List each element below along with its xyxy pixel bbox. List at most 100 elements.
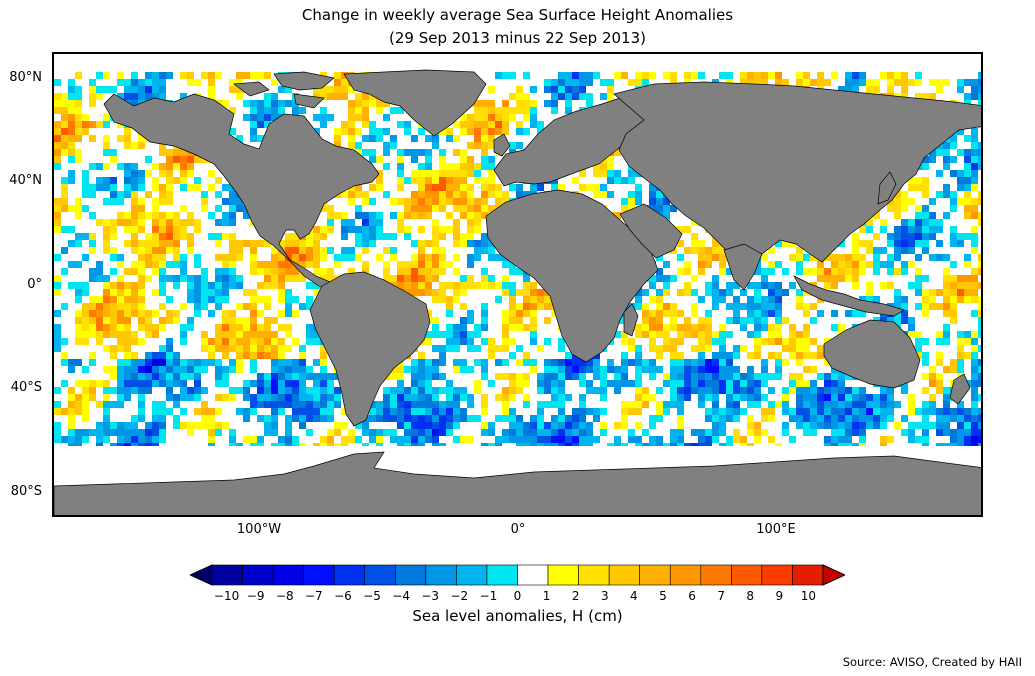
anomaly-cell	[740, 345, 747, 352]
anomaly-cell	[649, 359, 656, 366]
anomaly-cell	[138, 338, 145, 345]
anomaly-cell	[628, 359, 635, 366]
british-isles	[493, 133, 511, 157]
anomaly-cell	[299, 275, 306, 282]
anomaly-cell	[117, 429, 124, 436]
anomaly-cell	[89, 331, 96, 338]
anomaly-cell	[229, 331, 236, 338]
anomaly-cell	[495, 107, 502, 114]
anomaly-cell	[425, 261, 432, 268]
anomaly-cell	[390, 135, 397, 142]
anomaly-cell	[978, 261, 981, 268]
anomaly-cell	[964, 177, 971, 184]
colorbar-segment	[700, 564, 732, 586]
anomaly-cell	[607, 156, 614, 163]
anomaly-cell	[544, 79, 551, 86]
anomaly-cell	[439, 401, 446, 408]
anomaly-cell	[488, 128, 495, 135]
anomaly-cell	[208, 282, 215, 289]
anomaly-cell	[131, 170, 138, 177]
anomaly-cell	[418, 408, 425, 415]
anomaly-cell	[425, 170, 432, 177]
anomaly-cell	[957, 170, 964, 177]
anomaly-cell	[810, 422, 817, 429]
anomaly-cell	[838, 275, 845, 282]
anomaly-cell	[572, 366, 579, 373]
anomaly-cell	[54, 135, 61, 142]
anomaly-cell	[131, 240, 138, 247]
anomaly-cell	[740, 79, 747, 86]
anomaly-cell	[712, 380, 719, 387]
anomaly-cell	[481, 401, 488, 408]
anomaly-cell	[362, 135, 369, 142]
anomaly-cell	[229, 338, 236, 345]
anomaly-cell	[698, 387, 705, 394]
anomaly-cell	[460, 177, 467, 184]
anomaly-cell	[61, 114, 68, 121]
anomaly-cell	[775, 317, 782, 324]
anomaly-cell	[544, 366, 551, 373]
anomaly-cell	[929, 289, 936, 296]
anomaly-cell	[285, 394, 292, 401]
anomaly-cell	[565, 422, 572, 429]
anomaly-cell	[971, 310, 978, 317]
anomaly-cell	[271, 247, 278, 254]
anomaly-cell	[432, 422, 439, 429]
anomaly-cell	[670, 436, 677, 443]
anomaly-cell	[670, 429, 677, 436]
anomaly-cell	[964, 289, 971, 296]
anomaly-cell	[453, 163, 460, 170]
anomaly-cell	[649, 436, 656, 443]
anomaly-cell	[54, 310, 61, 317]
anomaly-cell	[628, 436, 635, 443]
anomaly-cell	[418, 184, 425, 191]
colorbar-segment	[242, 564, 274, 586]
anomaly-cell	[565, 79, 572, 86]
anomaly-cell	[138, 380, 145, 387]
anomaly-cell	[467, 205, 474, 212]
anomaly-cell	[719, 289, 726, 296]
anomaly-cell	[397, 373, 404, 380]
anomaly-cell	[404, 366, 411, 373]
anomaly-cell	[313, 261, 320, 268]
anomaly-cell	[733, 310, 740, 317]
anomaly-cell	[159, 352, 166, 359]
south-america	[309, 271, 431, 427]
anomaly-cell	[425, 177, 432, 184]
anomaly-cell	[943, 422, 950, 429]
anomaly-cell	[131, 184, 138, 191]
anomaly-cell	[719, 373, 726, 380]
anomaly-cell	[187, 79, 194, 86]
anomaly-cell	[565, 107, 572, 114]
anomaly-cell	[390, 415, 397, 422]
anomaly-cell	[460, 191, 467, 198]
anomaly-cell	[649, 422, 656, 429]
anomaly-cell	[614, 373, 621, 380]
anomaly-cell	[649, 338, 656, 345]
anomaly-cell	[964, 79, 971, 86]
anomaly-cell	[110, 373, 117, 380]
anomaly-cell	[775, 261, 782, 268]
anomaly-cell	[292, 401, 299, 408]
anomaly-cell	[957, 408, 964, 415]
anomaly-cell	[474, 170, 481, 177]
anomaly-cell	[712, 401, 719, 408]
anomaly-cell	[257, 135, 264, 142]
anomaly-cell	[733, 282, 740, 289]
anomaly-cell	[915, 338, 922, 345]
anomaly-cell	[236, 93, 243, 100]
anomaly-cell	[271, 261, 278, 268]
anomaly-cell	[474, 100, 481, 107]
anomaly-cell	[145, 366, 152, 373]
anomaly-cell	[103, 72, 110, 79]
anomaly-cell	[593, 387, 600, 394]
anomaly-cell	[705, 247, 712, 254]
anomaly-cell	[89, 275, 96, 282]
anomaly-cell	[208, 289, 215, 296]
anomaly-cell	[915, 345, 922, 352]
anomaly-cell	[299, 366, 306, 373]
anomaly-cell	[264, 268, 271, 275]
anomaly-cell	[922, 296, 929, 303]
anomaly-cell	[201, 408, 208, 415]
anomaly-cell	[817, 352, 824, 359]
